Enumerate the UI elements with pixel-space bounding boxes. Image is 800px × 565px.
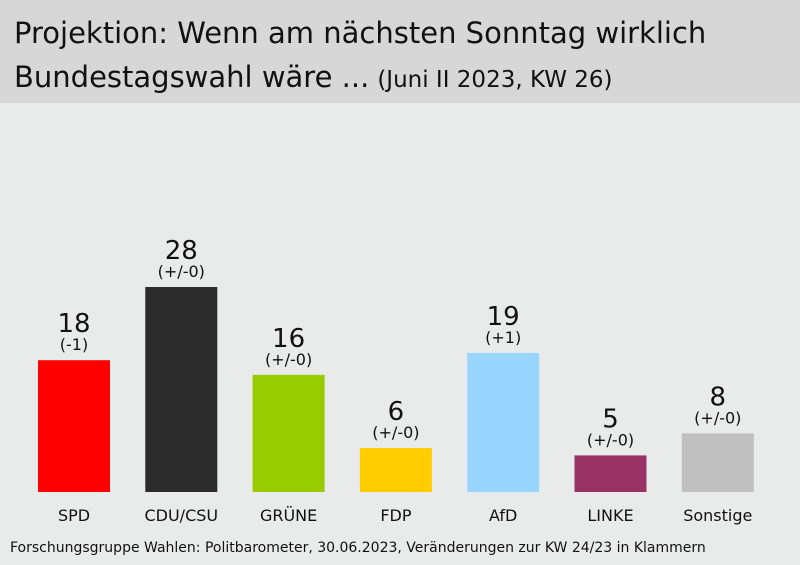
bar-chart: (-1)18SPD(+/-0)28CDU/CSU(+/-0)16GRÜNE(+/… [38, 236, 754, 525]
value-label-sonstige: 8 [710, 382, 727, 412]
value-label-spd: 18 [57, 309, 90, 339]
change-label-cdu-csu: (+/-0) [158, 262, 205, 281]
change-label-sonstige: (+/-0) [694, 408, 741, 427]
chart-title-line-2: Bundestagswahl wäre ... (Juni II 2023, KW… [14, 60, 613, 94]
category-label-afd: AfD [489, 506, 517, 525]
bar-grüne [252, 374, 325, 492]
category-label-grüne: GRÜNE [260, 506, 317, 525]
chart-title-line-2-text: Bundestagswahl wäre ... [14, 60, 370, 94]
change-label-spd: (-1) [60, 335, 88, 354]
category-label-linke: LINKE [587, 506, 633, 525]
value-label-fdp: 6 [388, 397, 405, 427]
change-label-linke: (+/-0) [587, 430, 634, 449]
bar-linke [574, 455, 647, 492]
change-label-fdp: (+/-0) [372, 423, 419, 442]
value-label-grüne: 16 [272, 324, 305, 354]
change-label-grüne: (+/-0) [265, 350, 312, 369]
value-label-cdu-csu: 28 [165, 236, 198, 266]
chart-header: Projektion: Wenn am nächsten Sonntag wir… [0, 0, 800, 103]
chart-title-line-1: Projektion: Wenn am nächsten Sonntag wir… [14, 16, 707, 50]
chart-subtitle: (Juni II 2023, KW 26) [377, 67, 613, 93]
category-label-sonstige: Sonstige [683, 506, 752, 525]
source-note: Forschungsgruppe Wahlen: Politbarometer,… [10, 540, 706, 556]
value-label-afd: 19 [487, 302, 520, 332]
category-label-spd: SPD [58, 506, 90, 525]
category-label-cdu-csu: CDU/CSU [144, 506, 218, 525]
bar-sonstige [681, 433, 754, 492]
value-label-linke: 5 [602, 404, 619, 434]
bar-cdu-csu [145, 287, 218, 492]
bar-afd [467, 352, 540, 492]
change-label-afd: (+1) [485, 328, 521, 347]
bar-spd [38, 360, 110, 492]
bar-fdp [359, 448, 432, 492]
category-label-fdp: FDP [380, 506, 412, 525]
